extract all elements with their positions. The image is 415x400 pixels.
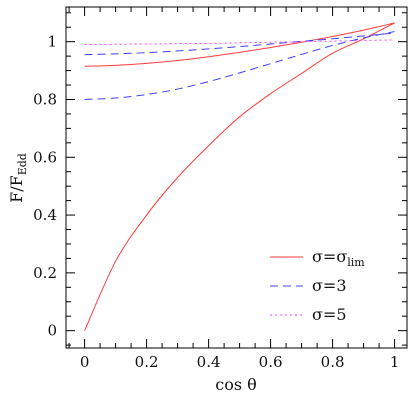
legend: σ=σlim σ=3 σ=5 <box>270 247 365 324</box>
series-line-blue-2 <box>84 31 395 100</box>
y-tick-label: 0.6 <box>33 148 57 166</box>
tick-layer: 0 0.2 0.4 0.6 0.8 1 0 0.2 0.4 0.6 0.8 1 <box>33 7 407 371</box>
x-axis-label: cos θ <box>215 375 257 394</box>
series-line-blue-3 <box>84 32 395 56</box>
x-tick-label: 1 <box>390 353 400 371</box>
plot-frame <box>65 6 408 349</box>
legend-label-red: σ=σlim <box>312 247 365 269</box>
x-tick-label: 0.8 <box>321 353 345 371</box>
legend-label-magenta: σ=5 <box>312 305 347 324</box>
x-tick-label: 0.6 <box>259 353 283 371</box>
x-tick-label: 0.4 <box>197 353 221 371</box>
series-line-red-1 <box>84 22 395 67</box>
y-tick-label: 0.8 <box>33 90 57 108</box>
y-tick-label: 0 <box>47 322 57 340</box>
legend-label-blue: σ=3 <box>312 276 347 295</box>
x-tick-label: 0.2 <box>135 353 159 371</box>
y-axis-label: F/FEdd <box>7 153 29 203</box>
y-tick-label: 0.4 <box>33 206 57 224</box>
x-tick-label: 0 <box>80 353 90 371</box>
y-tick-label: 0.2 <box>33 264 57 282</box>
series-line-magenta-4 <box>84 39 395 46</box>
series-layer <box>84 22 395 331</box>
series-line-red-0 <box>84 22 395 331</box>
y-tick-label: 1 <box>47 33 57 51</box>
